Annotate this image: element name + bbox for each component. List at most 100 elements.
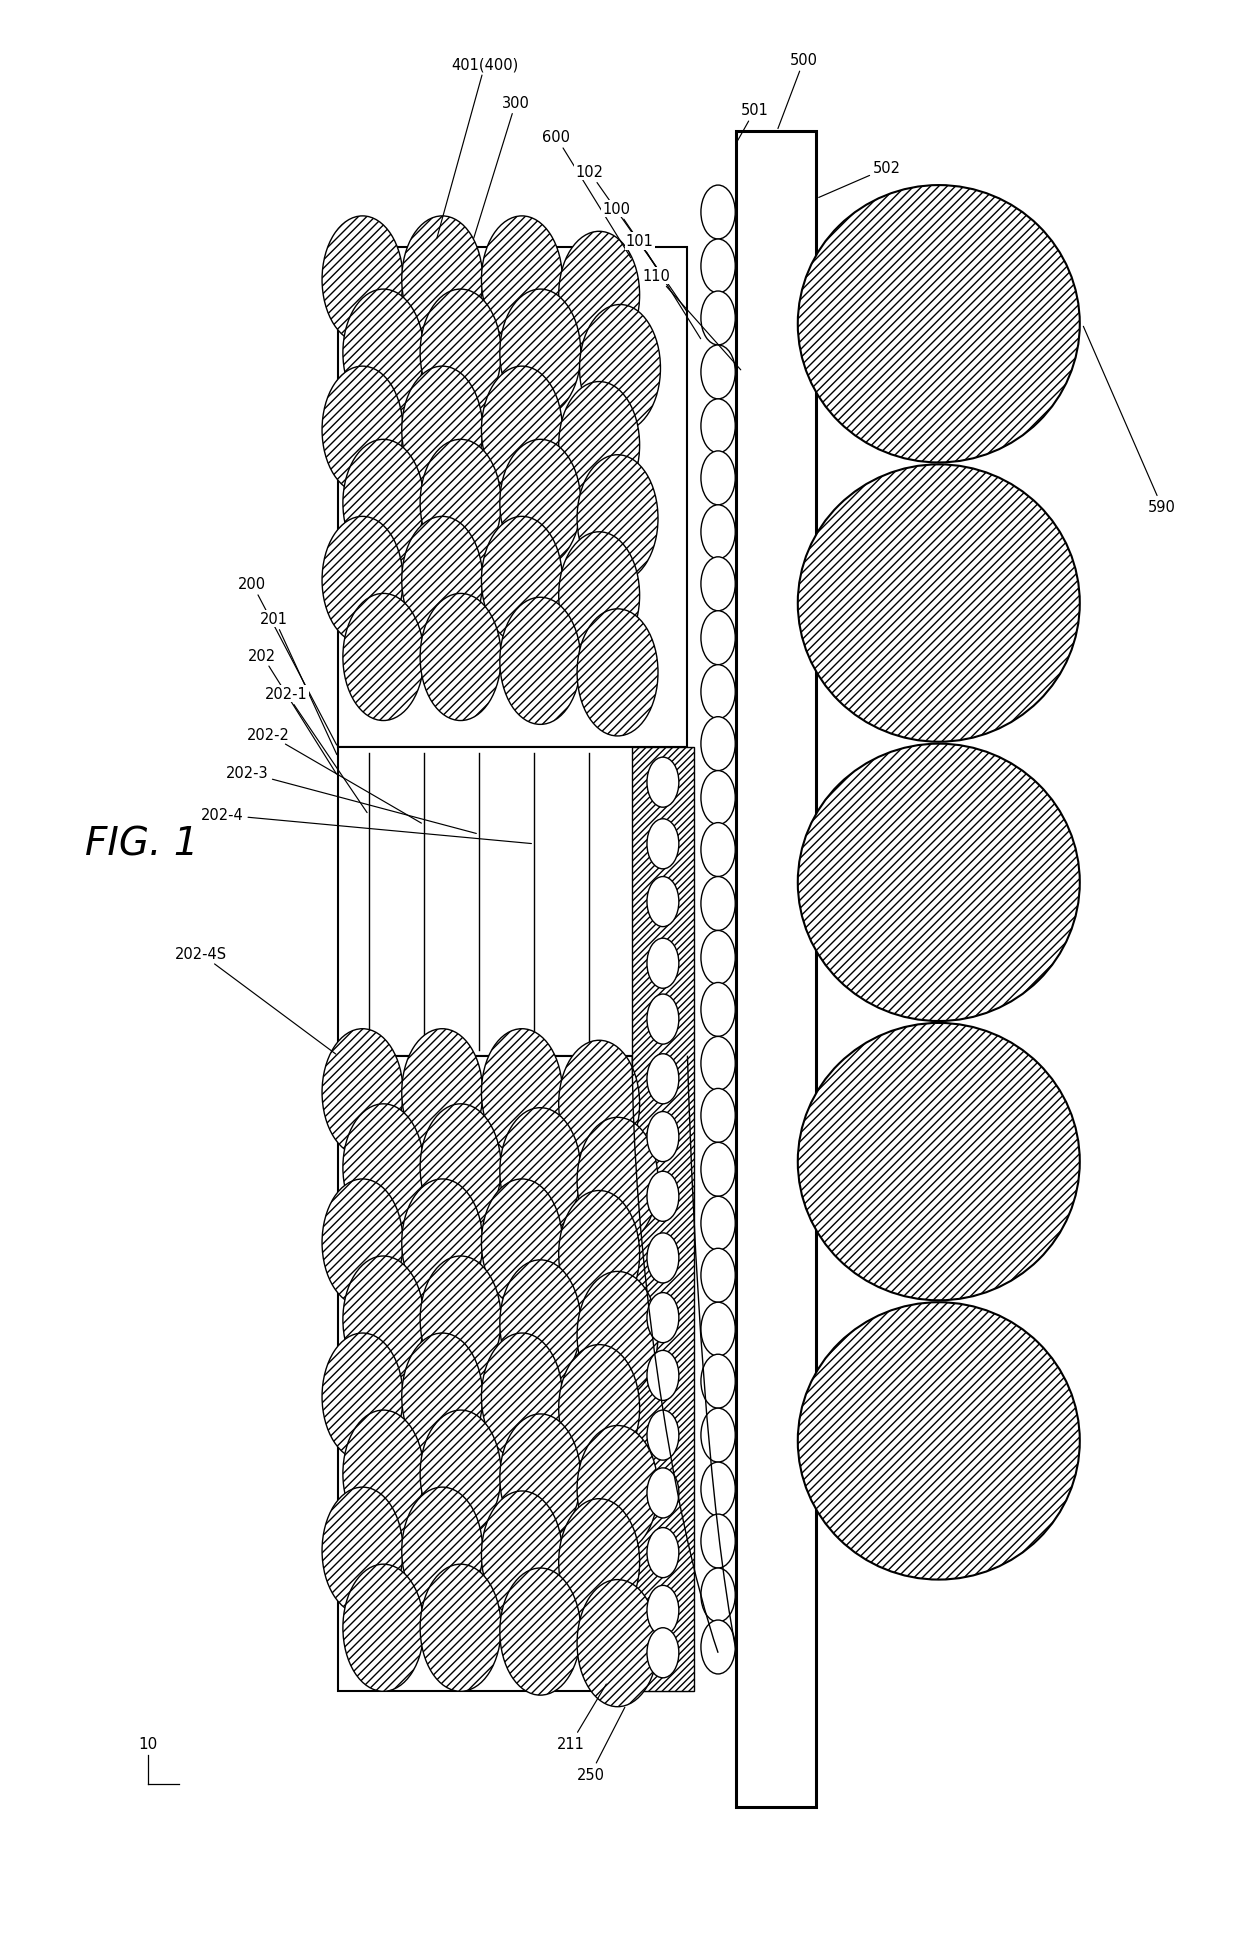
Circle shape bbox=[701, 1037, 735, 1092]
Text: 590: 590 bbox=[1084, 328, 1176, 516]
Text: 600: 600 bbox=[542, 130, 631, 258]
Circle shape bbox=[559, 1191, 640, 1319]
Circle shape bbox=[647, 995, 678, 1045]
Circle shape bbox=[322, 1179, 403, 1307]
Ellipse shape bbox=[797, 465, 1080, 743]
Circle shape bbox=[402, 1334, 482, 1460]
Circle shape bbox=[701, 824, 735, 876]
Text: 10: 10 bbox=[139, 1735, 157, 1751]
Circle shape bbox=[647, 1586, 678, 1637]
Text: 202-2: 202-2 bbox=[247, 727, 422, 824]
Bar bbox=[737, 132, 816, 1807]
Circle shape bbox=[420, 440, 501, 566]
Circle shape bbox=[701, 506, 735, 560]
Text: 502: 502 bbox=[818, 161, 901, 198]
Circle shape bbox=[577, 1425, 658, 1553]
Circle shape bbox=[420, 1103, 501, 1231]
Text: 202-4S: 202-4S bbox=[175, 946, 336, 1055]
Bar bbox=[632, 748, 693, 1691]
Circle shape bbox=[701, 452, 735, 506]
Circle shape bbox=[322, 366, 403, 494]
Circle shape bbox=[481, 1491, 563, 1619]
Circle shape bbox=[343, 593, 424, 721]
Circle shape bbox=[647, 1629, 678, 1677]
Circle shape bbox=[343, 1256, 424, 1383]
Circle shape bbox=[701, 1514, 735, 1569]
Text: 100: 100 bbox=[603, 202, 687, 312]
Circle shape bbox=[701, 772, 735, 826]
Circle shape bbox=[577, 609, 658, 737]
Bar bbox=[339, 1057, 687, 1691]
Circle shape bbox=[701, 293, 735, 345]
Text: FIG. 1: FIG. 1 bbox=[86, 826, 198, 863]
Circle shape bbox=[402, 217, 482, 343]
Circle shape bbox=[701, 1196, 735, 1251]
Circle shape bbox=[500, 597, 580, 725]
Circle shape bbox=[701, 345, 735, 399]
Circle shape bbox=[577, 1580, 658, 1706]
Circle shape bbox=[343, 1565, 424, 1691]
Circle shape bbox=[647, 1171, 678, 1222]
Circle shape bbox=[402, 1487, 482, 1615]
Circle shape bbox=[420, 1256, 501, 1383]
Circle shape bbox=[647, 1468, 678, 1518]
Circle shape bbox=[343, 440, 424, 566]
Circle shape bbox=[481, 1334, 563, 1460]
Circle shape bbox=[701, 611, 735, 665]
Text: 110: 110 bbox=[642, 270, 740, 370]
Circle shape bbox=[701, 558, 735, 611]
Circle shape bbox=[481, 1030, 563, 1156]
Circle shape bbox=[701, 1621, 735, 1673]
Circle shape bbox=[647, 1410, 678, 1460]
Circle shape bbox=[402, 1179, 482, 1307]
Circle shape bbox=[559, 533, 640, 659]
Circle shape bbox=[647, 1528, 678, 1578]
Circle shape bbox=[343, 1410, 424, 1538]
Circle shape bbox=[701, 1249, 735, 1303]
Circle shape bbox=[500, 1107, 580, 1235]
Circle shape bbox=[577, 456, 658, 582]
Ellipse shape bbox=[797, 1303, 1080, 1580]
Circle shape bbox=[701, 665, 735, 719]
Circle shape bbox=[701, 1462, 735, 1516]
Circle shape bbox=[701, 240, 735, 295]
Circle shape bbox=[500, 1569, 580, 1695]
Circle shape bbox=[322, 217, 403, 343]
Circle shape bbox=[559, 1499, 640, 1627]
Circle shape bbox=[701, 717, 735, 772]
Circle shape bbox=[559, 1346, 640, 1472]
Circle shape bbox=[701, 186, 735, 240]
Circle shape bbox=[481, 1179, 563, 1307]
Bar bbox=[339, 748, 687, 1057]
Circle shape bbox=[701, 931, 735, 985]
Text: 202-4: 202-4 bbox=[201, 809, 532, 843]
Text: 300: 300 bbox=[474, 95, 529, 238]
Text: 202-1: 202-1 bbox=[265, 686, 367, 812]
Circle shape bbox=[343, 1103, 424, 1231]
Circle shape bbox=[420, 1410, 501, 1538]
Circle shape bbox=[420, 291, 501, 417]
Circle shape bbox=[500, 1260, 580, 1386]
Circle shape bbox=[559, 1041, 640, 1167]
Ellipse shape bbox=[797, 1024, 1080, 1301]
Text: 202-3: 202-3 bbox=[226, 766, 476, 834]
Circle shape bbox=[577, 1272, 658, 1398]
Circle shape bbox=[647, 876, 678, 927]
Circle shape bbox=[402, 518, 482, 644]
Text: 202: 202 bbox=[248, 648, 336, 776]
Circle shape bbox=[647, 1351, 678, 1400]
Circle shape bbox=[402, 366, 482, 494]
Circle shape bbox=[701, 399, 735, 454]
Text: 211: 211 bbox=[557, 1685, 606, 1751]
Bar bbox=[339, 248, 687, 748]
Text: 401(400): 401(400) bbox=[436, 56, 518, 238]
Circle shape bbox=[500, 440, 580, 566]
Circle shape bbox=[647, 938, 678, 989]
Circle shape bbox=[701, 1408, 735, 1462]
Text: 201: 201 bbox=[260, 611, 337, 754]
Circle shape bbox=[481, 518, 563, 644]
Circle shape bbox=[559, 233, 640, 359]
Circle shape bbox=[701, 1142, 735, 1196]
Ellipse shape bbox=[797, 745, 1080, 1022]
Circle shape bbox=[701, 1090, 735, 1142]
